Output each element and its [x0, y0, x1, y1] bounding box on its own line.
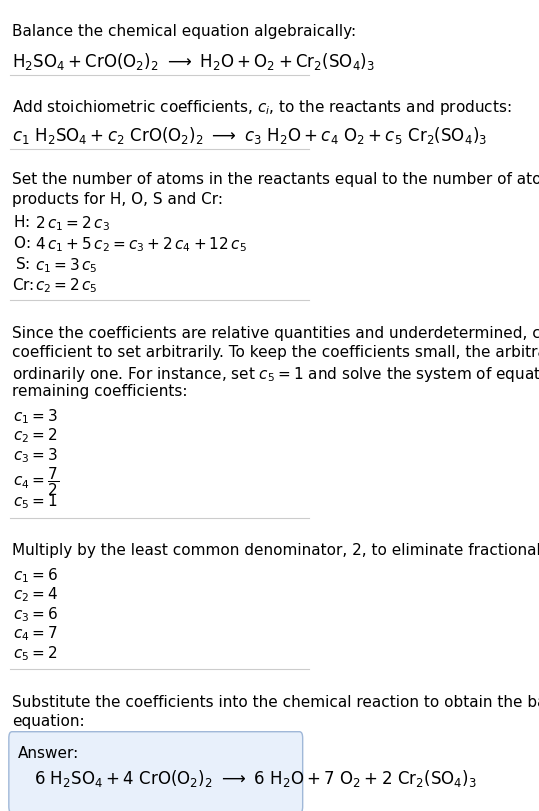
Text: Balance the chemical equation algebraically:: Balance the chemical equation algebraica… — [12, 24, 356, 39]
Text: Since the coefficients are relative quantities and underdetermined, choose a: Since the coefficients are relative quan… — [12, 325, 539, 340]
Text: $c_2 = 4$: $c_2 = 4$ — [13, 585, 59, 603]
Text: $c_5 = 2$: $c_5 = 2$ — [13, 643, 58, 662]
Text: $c_1\ \mathregular{H_2SO_4} + c_2\ \mathregular{CrO(O_2)_2} \ \longrightarrow \ : $c_1\ \mathregular{H_2SO_4} + c_2\ \math… — [12, 125, 487, 146]
Text: Multiply by the least common denominator, 2, to eliminate fractional coefficient: Multiply by the least common denominator… — [12, 543, 539, 558]
Text: $c_1 = 3$: $c_1 = 3$ — [13, 406, 58, 425]
Text: $c_1 = 6$: $c_1 = 6$ — [13, 565, 59, 584]
Text: $c_3 = 3$: $c_3 = 3$ — [13, 445, 58, 464]
Text: Set the number of atoms in the reactants equal to the number of atoms in the: Set the number of atoms in the reactants… — [12, 172, 539, 187]
Text: products for H, O, S and Cr:: products for H, O, S and Cr: — [12, 191, 223, 206]
Text: $6\ \mathregular{H_2SO_4} + 4\ \mathregular{CrO(O_2)_2} \ \longrightarrow \ 6\ \: $6\ \mathregular{H_2SO_4} + 4\ \mathregu… — [34, 767, 476, 788]
Text: $\mathregular{H}$:: $\mathregular{H}$: — [13, 214, 30, 230]
Text: ordinarily one. For instance, set $c_5 = 1$ and solve the system of equations fo: ordinarily one. For instance, set $c_5 =… — [12, 364, 539, 383]
Text: $\mathregular{O}$:: $\mathregular{O}$: — [13, 235, 31, 251]
Text: $2\,c_1 = 2\,c_3$: $2\,c_1 = 2\,c_3$ — [35, 214, 110, 233]
Text: $c_4 = 7$: $c_4 = 7$ — [13, 624, 58, 642]
Text: $\mathregular{H_2SO_4 + CrO(O_2)_2 \ \longrightarrow \ H_2O + O_2 + Cr_2(SO_4)_3: $\mathregular{H_2SO_4 + CrO(O_2)_2 \ \lo… — [12, 51, 375, 72]
Text: $4\,c_1 + 5\,c_2 = c_3 + 2\,c_4 + 12\,c_5$: $4\,c_1 + 5\,c_2 = c_3 + 2\,c_4 + 12\,c_… — [35, 235, 247, 254]
Text: $c_4 = \dfrac{7}{2}$: $c_4 = \dfrac{7}{2}$ — [13, 465, 59, 497]
Text: $c_1 = 3\,c_5$: $c_1 = 3\,c_5$ — [35, 255, 98, 274]
Text: $c_2 = 2$: $c_2 = 2$ — [13, 426, 58, 444]
Text: $c_2 = 2\,c_5$: $c_2 = 2\,c_5$ — [35, 277, 98, 295]
Text: equation:: equation: — [12, 714, 85, 728]
Text: $\mathregular{Cr}$:: $\mathregular{Cr}$: — [12, 277, 34, 292]
FancyBboxPatch shape — [9, 732, 303, 811]
Text: $c_5 = 1$: $c_5 = 1$ — [13, 492, 58, 511]
Text: $\mathregular{S}$:: $\mathregular{S}$: — [15, 255, 30, 272]
Text: coefficient to set arbitrarily. To keep the coefficients small, the arbitrary va: coefficient to set arbitrarily. To keep … — [12, 345, 539, 359]
Text: Add stoichiometric coefficients, $c_i$, to the reactants and products:: Add stoichiometric coefficients, $c_i$, … — [12, 97, 512, 117]
Text: Substitute the coefficients into the chemical reaction to obtain the balanced: Substitute the coefficients into the che… — [12, 694, 539, 709]
Text: $c_3 = 6$: $c_3 = 6$ — [13, 604, 59, 623]
Text: remaining coefficients:: remaining coefficients: — [12, 384, 188, 398]
Text: Answer:: Answer: — [18, 744, 79, 760]
